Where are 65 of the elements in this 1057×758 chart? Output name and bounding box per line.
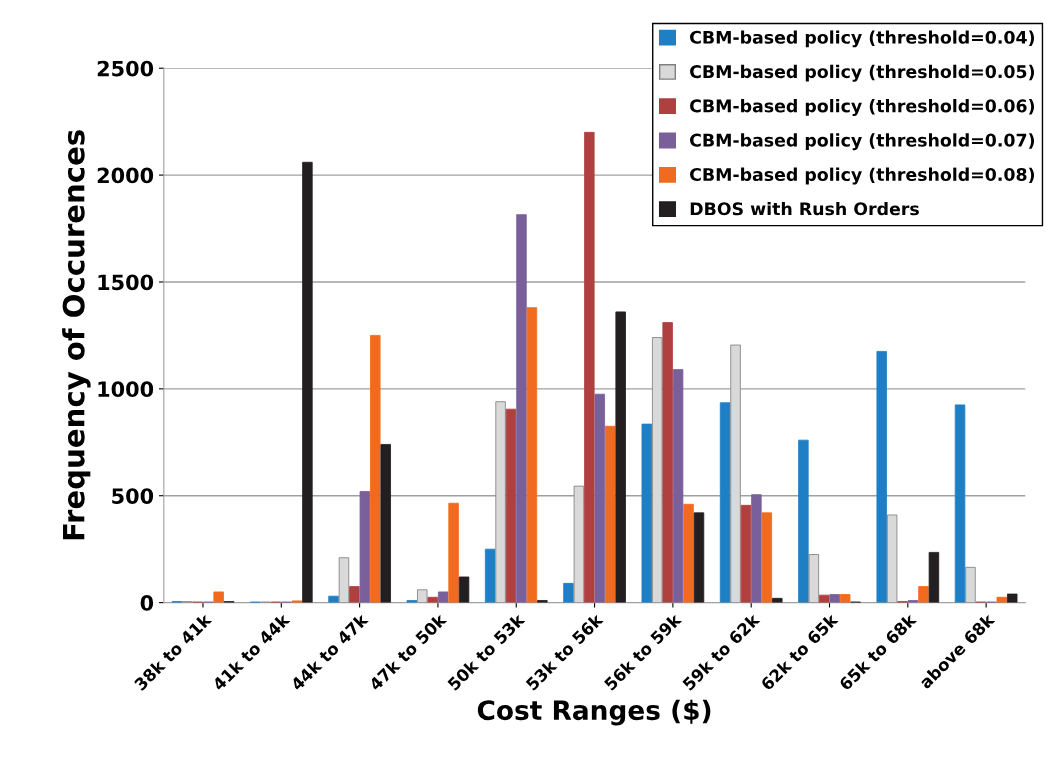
legend-label: DBOS with Rush Orders xyxy=(690,201,919,216)
bar xyxy=(683,503,694,603)
legend-label: CBM-based policy (threshold=0.05) xyxy=(690,64,1035,82)
bar xyxy=(719,402,731,603)
y-tick-label: 1500 xyxy=(98,274,154,291)
x-axis-title: Cost Ranges ($) xyxy=(477,699,711,726)
legend-label: CBM-based policy (threshold=0.08) xyxy=(690,167,1035,185)
legend-label: CBM-based policy (threshold=0.07) xyxy=(690,133,1035,151)
bar xyxy=(928,551,940,603)
bar xyxy=(693,512,705,603)
legend-label: CBM-based policy (threshold=0.06) xyxy=(690,99,1035,116)
bar xyxy=(651,337,663,603)
bar xyxy=(359,491,371,603)
bar xyxy=(370,334,381,603)
bar xyxy=(662,322,673,603)
bar xyxy=(1007,593,1018,603)
bar xyxy=(751,494,762,603)
bar xyxy=(740,504,752,603)
bar xyxy=(380,444,391,603)
y-tick-label: 500 xyxy=(112,488,154,504)
y-tick-label: 1000 xyxy=(98,381,154,398)
bar xyxy=(615,311,626,603)
legend-label: CBM-based policy (threshold=0.04) xyxy=(690,30,1035,48)
bar xyxy=(516,214,527,603)
bar xyxy=(761,512,773,603)
bar xyxy=(526,307,538,603)
bar xyxy=(594,393,606,603)
bar xyxy=(417,589,428,603)
bar xyxy=(573,485,585,603)
bar xyxy=(458,576,470,603)
bar xyxy=(584,131,595,603)
y-tick-label: 0 xyxy=(140,595,154,611)
bar xyxy=(839,594,851,603)
y-axis-title: Frequency of Occurences xyxy=(62,130,91,540)
x-tick-label: 65k to 68k xyxy=(838,612,918,692)
bar xyxy=(563,582,574,603)
bar xyxy=(427,596,438,603)
bar xyxy=(328,595,339,603)
bar xyxy=(505,408,517,603)
bar xyxy=(918,586,929,603)
y-tick-label: 2000 xyxy=(97,167,154,184)
bar xyxy=(338,557,350,603)
bar xyxy=(819,594,830,603)
bar xyxy=(495,401,506,603)
bar xyxy=(996,596,1008,603)
bar xyxy=(886,514,898,603)
bar xyxy=(808,554,820,603)
bar xyxy=(672,369,684,603)
bar xyxy=(954,404,966,603)
bar xyxy=(829,594,840,603)
bar xyxy=(448,502,459,603)
bar xyxy=(302,161,313,603)
bar xyxy=(798,439,809,603)
bar xyxy=(484,548,496,603)
x-tick-label: 62k to 65k xyxy=(759,612,839,692)
y-tick-label: 2500 xyxy=(97,60,154,77)
bar xyxy=(772,597,783,603)
bar xyxy=(876,351,887,603)
bar xyxy=(349,586,360,603)
bar xyxy=(213,591,224,603)
bar xyxy=(641,423,652,603)
bar xyxy=(965,566,976,603)
bar xyxy=(605,425,616,603)
bar xyxy=(437,591,449,603)
bar xyxy=(730,344,741,603)
